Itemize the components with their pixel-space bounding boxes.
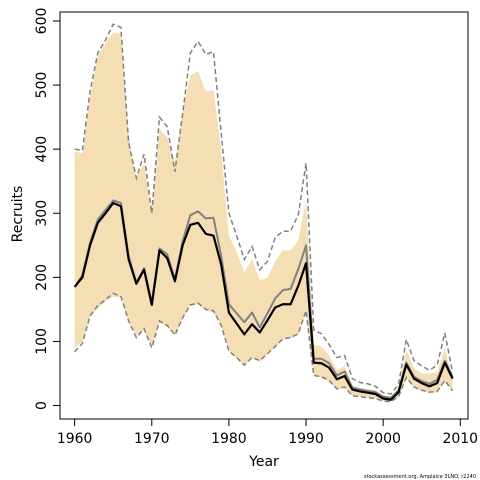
x-tick-label: 1960 — [57, 431, 93, 447]
x-tick-label: 1970 — [134, 431, 170, 447]
y-tick-label: 0 — [34, 401, 50, 410]
y-tick-label: 200 — [34, 264, 50, 291]
y-tick-label: 600 — [34, 8, 50, 35]
x-axis-title: Year — [248, 454, 279, 470]
y-tick-label: 400 — [34, 136, 50, 163]
y-tick-label: 300 — [34, 200, 50, 227]
confidence-band — [74, 32, 453, 402]
plot-area — [73, 23, 454, 403]
x-tick-label: 1990 — [288, 431, 324, 447]
footer-note: stockassessment.org, Amplaice 3LNO, r224… — [364, 474, 476, 480]
y-axis-title: Recruits — [10, 186, 26, 243]
y-tick-label: 100 — [34, 328, 50, 355]
upper-bound-line — [74, 23, 454, 395]
x-tick-label: 2010 — [442, 431, 478, 447]
x-tick-label: 1980 — [211, 431, 247, 447]
estimate-line — [73, 201, 454, 401]
lower-bound-line — [74, 292, 454, 403]
axes: 1960 1970 1980 1990 2000 2010 0 100 200 300 400 500… — [34, 8, 478, 447]
y-tick-label: 500 — [34, 72, 50, 99]
x-tick-label: 2000 — [365, 431, 401, 447]
